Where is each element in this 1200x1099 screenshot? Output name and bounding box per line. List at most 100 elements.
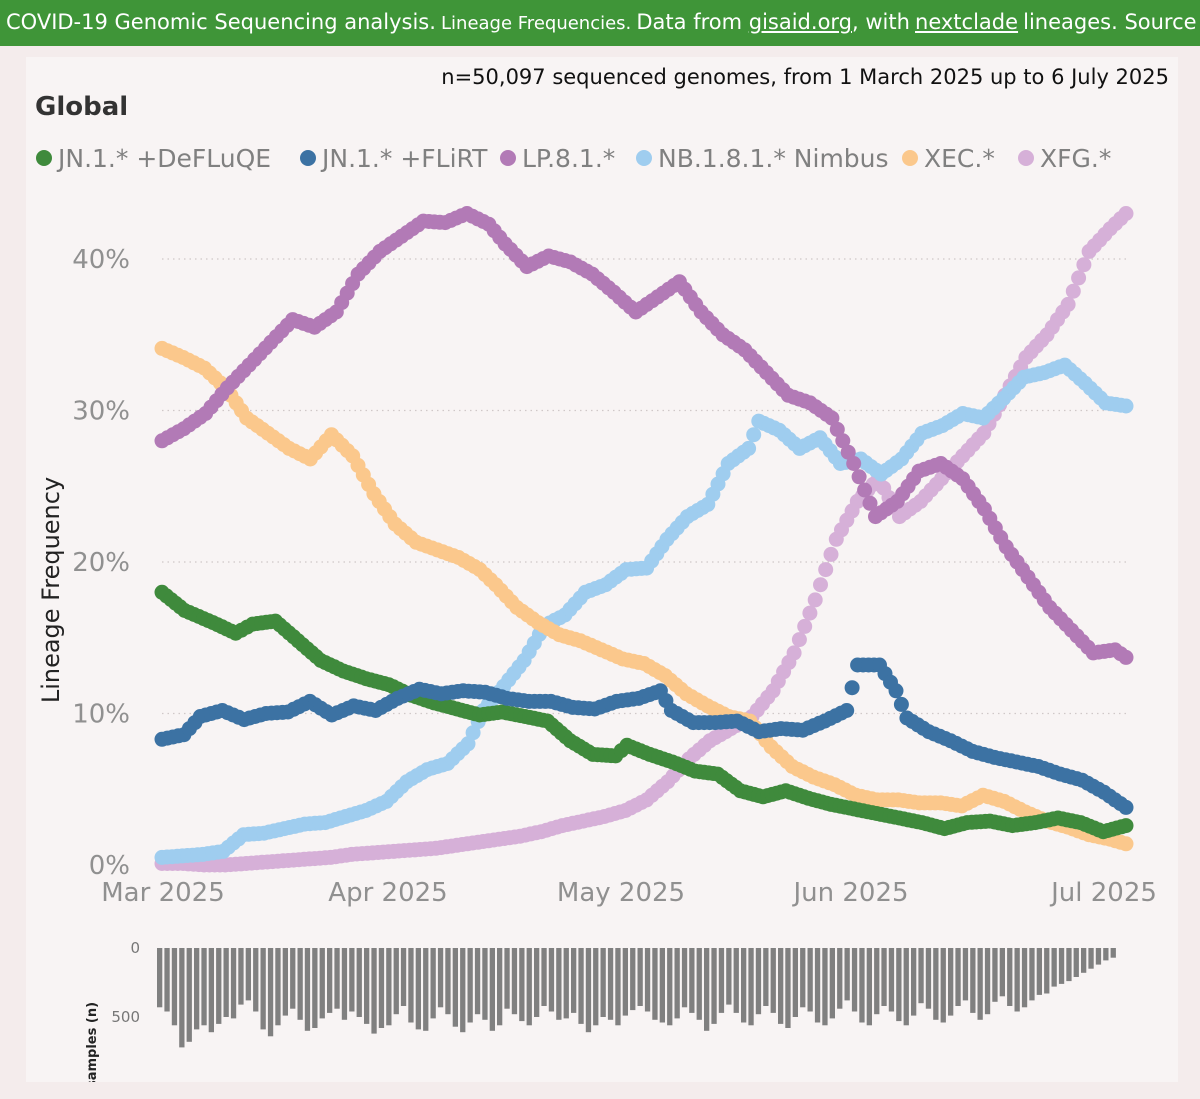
sample-bar	[689, 948, 695, 1013]
legend-item[interactable]: JN.1.* +DeFLuQE	[36, 144, 271, 173]
sample-bar	[260, 948, 266, 1030]
legend-item[interactable]: JN.1.* +FLiRT	[300, 144, 488, 173]
x-tick-label: Jul 2025	[1049, 878, 1157, 908]
data-point	[1118, 836, 1134, 852]
sample-bar	[364, 948, 370, 1024]
sample-bar	[386, 948, 392, 1026]
sample-bar	[201, 948, 207, 1026]
sample-bar	[157, 948, 163, 1008]
y-tick-label: 0%	[89, 851, 130, 881]
sample-bar	[1088, 948, 1094, 969]
legend-label: JN.1.* +FLiRT	[320, 144, 488, 173]
sample-bar	[711, 948, 717, 1024]
sample-bar	[748, 948, 754, 1026]
sample-bar	[186, 948, 192, 1042]
sample-bar	[778, 948, 784, 1024]
data-point	[829, 421, 845, 437]
title-banner: COVID-19 Genomic Sequencing analysis. Li…	[0, 0, 1200, 46]
sample-bar	[541, 948, 547, 1006]
sample-bar	[659, 948, 665, 1023]
data-point	[839, 703, 855, 718]
title-part1: Lineage Frequencies.	[441, 13, 632, 34]
sample-bar	[1014, 948, 1020, 1012]
sample-bar	[497, 948, 503, 1026]
sample-bar	[356, 948, 362, 1017]
sample-bar	[504, 948, 510, 1009]
sample-bar	[814, 948, 821, 1023]
y-tick-label: 30%	[72, 397, 130, 427]
sample-bar	[585, 948, 592, 1033]
sample-bar	[393, 948, 399, 1015]
legend-item[interactable]: XFG.*	[1018, 144, 1111, 173]
legend-swatch	[1018, 150, 1034, 166]
legend-label: LP.8.1.*	[522, 144, 615, 173]
data-point	[862, 495, 878, 511]
sample-bar	[319, 948, 325, 1019]
sample-bar	[548, 948, 555, 1012]
sample-bar	[1036, 948, 1042, 995]
sample-bar	[829, 948, 835, 1019]
sample-bar	[371, 948, 377, 1034]
sample-bar	[607, 948, 614, 1020]
data-point	[1118, 398, 1134, 414]
sample-bar	[1095, 948, 1102, 965]
y-tick-label: 40%	[72, 245, 130, 275]
sample-bar	[807, 948, 813, 1012]
sample-bar	[866, 948, 872, 1026]
legend-label: NB.1.8.1.* Nimbus	[658, 144, 889, 173]
sample-bar	[888, 948, 895, 1012]
sample-bar	[489, 948, 495, 1031]
legend-item[interactable]: LP.8.1.*	[500, 144, 615, 173]
data-point	[1118, 206, 1134, 221]
sample-bar	[1081, 948, 1087, 973]
sample-bar	[837, 948, 843, 1009]
series-2	[154, 206, 1134, 665]
sample-bar	[948, 948, 954, 1016]
data-point	[818, 562, 834, 578]
data-point	[1071, 270, 1087, 286]
y-axis-ticks: 0% 10% 20% 30% 40%	[72, 245, 130, 881]
sample-bar	[822, 948, 828, 1026]
sample-bar	[519, 948, 525, 1022]
sample-bar	[327, 948, 333, 1013]
sample-bar	[378, 948, 385, 1028]
data-point	[851, 469, 867, 485]
sample-bar	[526, 948, 532, 1026]
sample-bar	[312, 948, 318, 1028]
sample-bar	[741, 948, 747, 1023]
sample-bar	[940, 948, 946, 1023]
sample-bar	[423, 948, 429, 1031]
data-point	[840, 444, 856, 460]
sample-bar	[637, 948, 643, 1006]
data-point	[835, 433, 851, 449]
series-0	[154, 584, 1134, 840]
sample-bar	[992, 948, 998, 1002]
sample-bar	[408, 948, 414, 1023]
sample-bar	[859, 948, 865, 1023]
sample-bar	[571, 948, 577, 1013]
sample-bar	[696, 948, 702, 1020]
legend-item[interactable]: XEC.*	[902, 144, 995, 173]
sample-bar	[1073, 948, 1079, 977]
sample-bar	[452, 948, 458, 1027]
sample-bar	[1051, 948, 1057, 987]
gisaid-link[interactable]: gisaid.org	[748, 10, 853, 34]
legend-item[interactable]: NB.1.8.1.* Nimbus	[636, 144, 889, 173]
data-point	[888, 683, 904, 699]
sample-bar	[460, 948, 466, 1033]
sample-bar	[600, 948, 606, 1017]
sample-bar	[851, 948, 858, 1012]
title-part3: , with	[852, 10, 910, 34]
bar-axis-label: samples (n)	[85, 1002, 100, 1082]
y-tick-label: 20%	[72, 548, 130, 578]
x-tick-label: Mar 2025	[101, 878, 225, 908]
data-point	[844, 680, 860, 696]
sample-bar	[208, 948, 214, 1033]
nextclade-link[interactable]: nextclade	[915, 10, 1019, 34]
sample-bar	[792, 948, 798, 1017]
data-point	[807, 592, 823, 608]
sample-bar	[1007, 948, 1013, 1006]
sample-bar	[282, 948, 288, 1016]
data-point	[824, 410, 840, 426]
series-1	[154, 657, 1134, 815]
